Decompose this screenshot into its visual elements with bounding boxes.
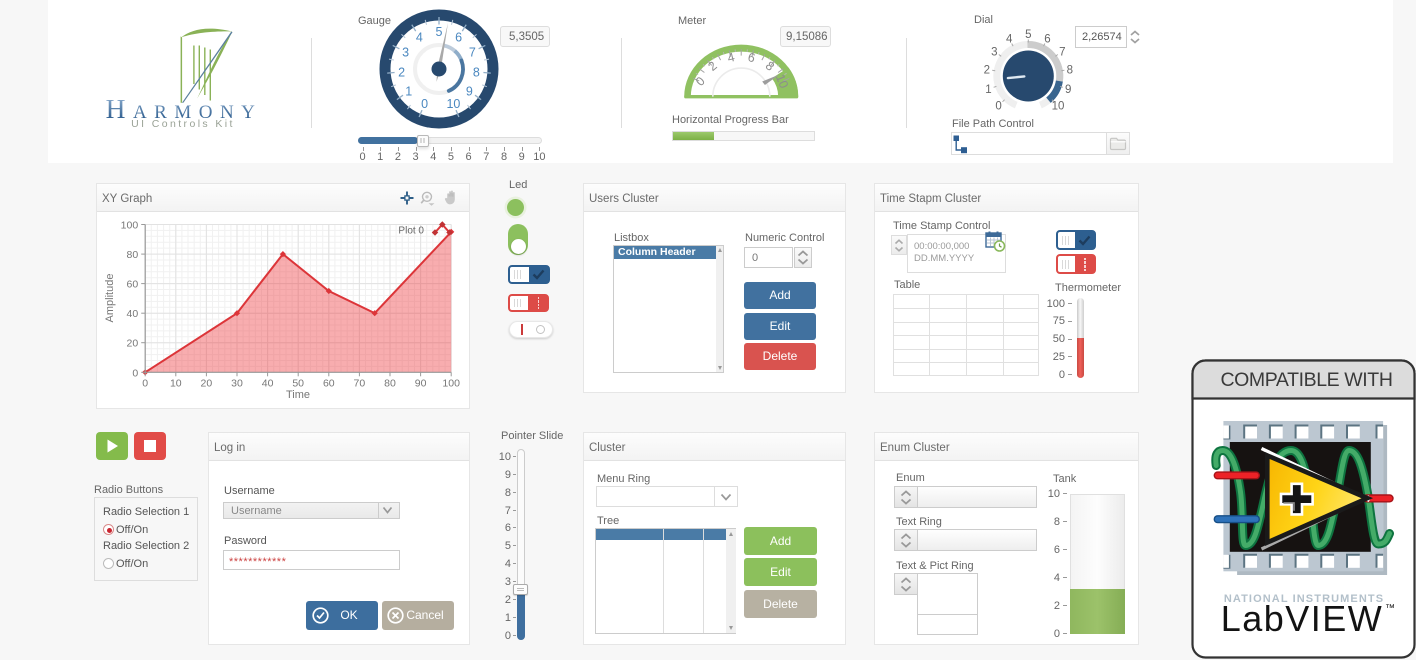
svg-text:7: 7 — [469, 46, 476, 60]
svg-text:10: 10 — [446, 97, 460, 111]
svg-text:8: 8 — [1067, 64, 1073, 76]
svg-text:40: 40 — [262, 377, 274, 389]
svg-text:100: 100 — [442, 377, 460, 389]
svg-text:6: 6 — [455, 31, 462, 45]
svg-text:30: 30 — [231, 377, 243, 389]
svg-text:9: 9 — [1065, 84, 1071, 96]
svg-text:LabVIEW: LabVIEW — [1221, 598, 1384, 639]
svg-text:6: 6 — [1044, 34, 1050, 46]
svg-text:70: 70 — [354, 377, 366, 389]
svg-text:20: 20 — [127, 338, 139, 350]
svg-text:0: 0 — [693, 74, 708, 89]
svg-text:1: 1 — [985, 84, 991, 96]
svg-text:3: 3 — [402, 46, 409, 60]
svg-text:™: ™ — [1385, 603, 1395, 614]
svg-text:8: 8 — [473, 65, 480, 79]
svg-text:7: 7 — [1059, 46, 1065, 58]
svg-text:3: 3 — [991, 46, 997, 58]
svg-text:Plot 0: Plot 0 — [398, 226, 424, 237]
svg-text:0: 0 — [142, 377, 148, 389]
svg-text:90: 90 — [415, 377, 427, 389]
svg-text:NATIONAL INSTRUMENTS: NATIONAL INSTRUMENTS — [1224, 593, 1384, 605]
svg-text:10: 10 — [1052, 101, 1065, 113]
svg-text:2: 2 — [398, 65, 405, 79]
svg-text:2: 2 — [705, 59, 719, 74]
svg-text:60: 60 — [323, 377, 335, 389]
svg-text:20: 20 — [201, 377, 213, 389]
svg-text:4: 4 — [416, 31, 423, 45]
svg-text:Time: Time — [286, 389, 310, 401]
svg-text:4: 4 — [1006, 34, 1013, 46]
svg-text:6: 6 — [746, 50, 756, 65]
svg-text:50: 50 — [292, 377, 304, 389]
svg-text:5: 5 — [1025, 29, 1031, 41]
svg-text:0: 0 — [132, 367, 138, 379]
svg-text:80: 80 — [127, 249, 139, 261]
svg-text:10: 10 — [773, 72, 791, 90]
svg-text:0: 0 — [995, 101, 1001, 113]
svg-text:0: 0 — [421, 97, 428, 111]
svg-text:1: 1 — [405, 85, 412, 99]
svg-text:COMPATIBLE WITH: COMPATIBLE WITH — [1220, 369, 1392, 391]
svg-text:60: 60 — [127, 279, 139, 291]
svg-text:10: 10 — [170, 377, 182, 389]
svg-text:100: 100 — [121, 220, 139, 232]
svg-text:8: 8 — [763, 59, 777, 74]
svg-text:40: 40 — [127, 308, 139, 320]
svg-text:5: 5 — [436, 25, 443, 39]
svg-text:80: 80 — [384, 377, 396, 389]
svg-text:2: 2 — [984, 64, 990, 76]
svg-text:Amplitude: Amplitude — [104, 274, 116, 323]
svg-text:9: 9 — [466, 85, 473, 99]
svg-text:4: 4 — [726, 50, 736, 65]
